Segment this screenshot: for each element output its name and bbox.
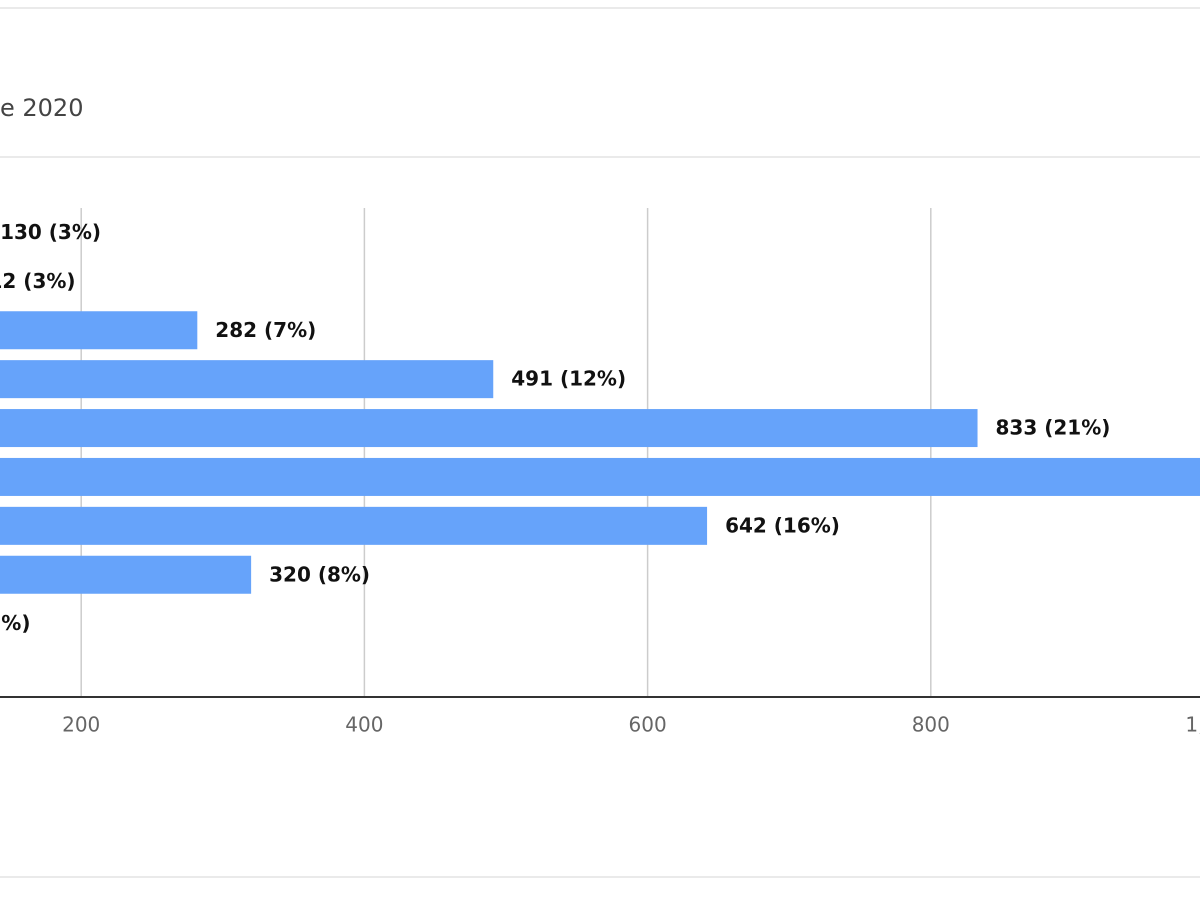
bar — [0, 360, 494, 399]
value-label: 130 (3%) — [0, 220, 101, 244]
value-label: 112 (3%) — [0, 269, 76, 293]
x-tick-label: 1,000 — [1185, 713, 1200, 737]
value-label: 642 (16%) — [725, 513, 840, 537]
bar — [0, 409, 978, 448]
x-tick-label: 800 — [912, 713, 950, 737]
value-label: 320 (8%) — [269, 562, 370, 586]
value-label: 282 (7%) — [215, 318, 316, 342]
bar — [0, 506, 708, 545]
x-tick-label: 200 — [62, 713, 100, 737]
value-label: 833 (21%) — [996, 416, 1111, 440]
value-label: 491 (12%) — [511, 367, 626, 391]
bar — [0, 555, 252, 594]
chart-title: e 2020 — [0, 94, 83, 122]
x-tick-label: 600 — [629, 713, 667, 737]
value-label: 90 (2%) — [0, 611, 30, 635]
bar — [0, 311, 198, 350]
bar — [0, 457, 1200, 496]
x-tick-label: 400 — [345, 713, 383, 737]
